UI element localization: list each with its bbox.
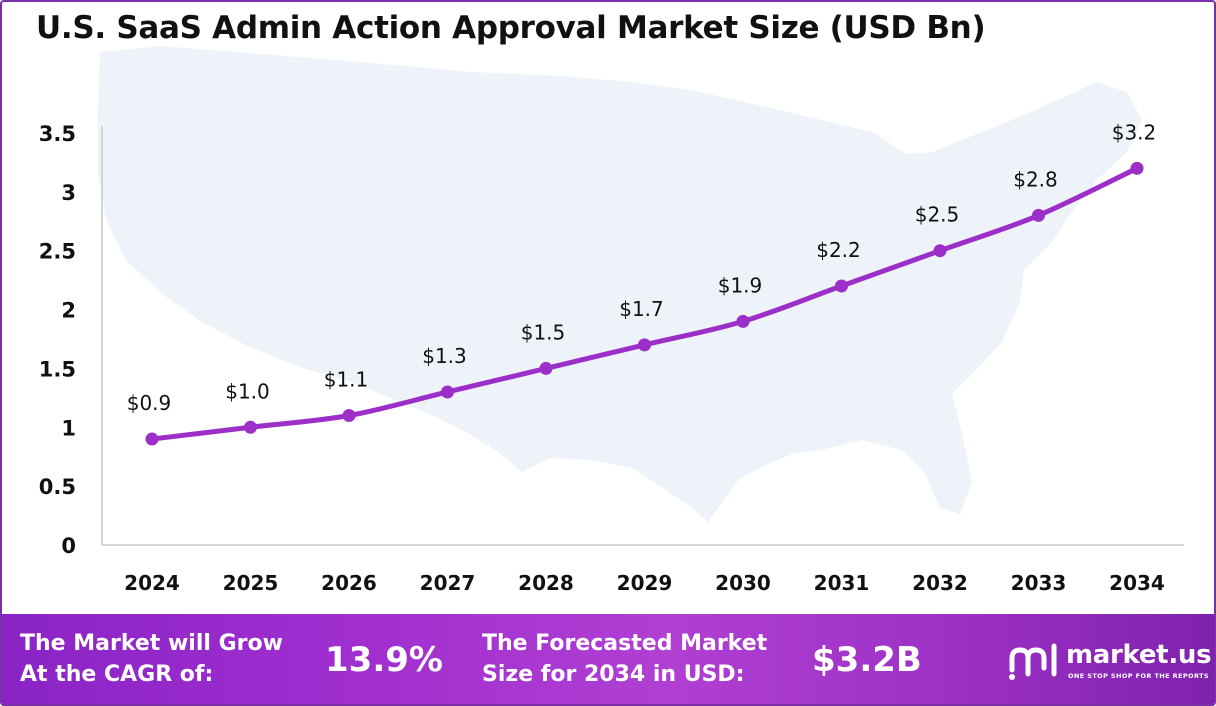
brand-tagline: ONE STOP SHOP FOR THE REPORTS: [1068, 672, 1209, 680]
data-label: $1.0: [225, 379, 270, 403]
data-point: [1032, 208, 1045, 222]
x-tick-label: 2025: [223, 571, 279, 595]
data-point: [145, 432, 159, 446]
x-tick-label: 2031: [814, 571, 870, 595]
data-point: [835, 279, 848, 293]
data-point: [539, 361, 553, 375]
x-tick-label: 2034: [1109, 571, 1165, 595]
forecast-label: The Forecasted Market Size for 2034 in U…: [482, 631, 768, 687]
market-us-logo-icon: [1009, 643, 1057, 680]
forecast-value: $3.2B: [812, 640, 922, 680]
data-label: $2.2: [816, 238, 861, 262]
summary-footer: The Market will Grow At the CAGR of: 13.…: [2, 614, 1214, 704]
data-label: $1.1: [324, 368, 369, 392]
x-tick-label: 2024: [124, 571, 180, 595]
cagr-value: 13.9%: [325, 640, 443, 680]
y-tick-label: 2.5: [39, 240, 76, 264]
y-tick-label: 2: [61, 299, 76, 323]
y-tick-label: 1.5: [39, 357, 76, 381]
y-tick-label: 0: [61, 534, 76, 558]
chart-title: U.S. SaaS Admin Action Approval Market S…: [36, 10, 986, 46]
x-tick-label: 2029: [617, 571, 673, 595]
data-label: $3.2: [1112, 120, 1157, 144]
x-tick-label: 2030: [715, 571, 771, 595]
x-tick-label: 2028: [518, 571, 574, 595]
data-point: [1130, 161, 1144, 175]
data-point: [736, 314, 750, 328]
brand-name: market.us: [1066, 640, 1212, 670]
data-label: $1.3: [422, 344, 467, 368]
data-point: [342, 409, 356, 423]
y-tick-label: 0.5: [39, 475, 76, 499]
line-chart: 0 0.5 1 1.5 2 2.5 3 3.5 2024 2025 2026 2027 2028 2029…: [39, 46, 1184, 595]
data-label: $2.8: [1013, 167, 1058, 191]
data-point: [638, 338, 651, 352]
y-tick-label: 1: [61, 416, 76, 440]
data-point: [441, 385, 454, 399]
usa-map-silhouette: [98, 46, 1142, 522]
data-label: $2.5: [915, 203, 960, 227]
x-tick-label: 2027: [420, 571, 476, 595]
data-point: [933, 244, 947, 258]
data-label: $1.9: [718, 273, 763, 297]
x-tick-label: 2026: [321, 571, 377, 595]
data-label: $1.7: [619, 297, 664, 321]
cagr-label: The Market will Grow At the CAGR of:: [20, 631, 283, 687]
y-tick-label: 3: [61, 181, 76, 205]
y-tick-label: 3.5: [39, 122, 76, 146]
brand-logo: market.us ONE STOP SHOP FOR THE REPORTS: [1008, 634, 1214, 690]
data-point: [244, 420, 257, 434]
data-label: $0.9: [127, 391, 172, 415]
x-tick-label: 2032: [912, 571, 968, 595]
data-label: $1.5: [521, 320, 566, 344]
x-tick-label: 2033: [1011, 571, 1067, 595]
